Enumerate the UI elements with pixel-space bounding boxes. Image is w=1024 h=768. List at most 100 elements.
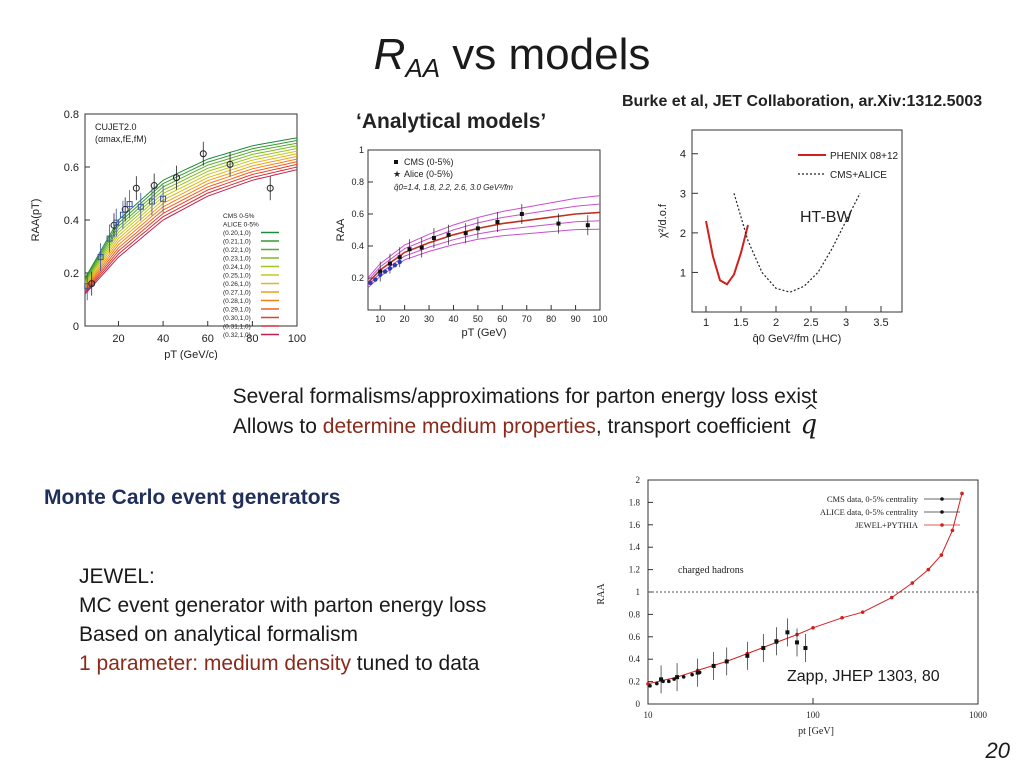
alice-point [681, 675, 686, 679]
legend-alice-marker: ★ [393, 169, 401, 179]
band-curve [367, 195, 601, 279]
x-tick-label: 20 [112, 333, 124, 345]
x-tick-label: 60 [202, 333, 214, 345]
cms-point [774, 639, 779, 644]
legend-label: CMS 0-5% [223, 213, 255, 220]
alice-point [106, 235, 113, 242]
cms-point [745, 653, 750, 658]
plot-frame [691, 129, 903, 313]
cms-point [419, 245, 424, 250]
cms-point [266, 184, 274, 192]
body-text: Several formalisms/approximations for pa… [0, 383, 1024, 441]
phenix-curve [705, 220, 749, 286]
y-tick-label: 0.8 [629, 609, 641, 619]
jewel-point [950, 528, 955, 533]
jewel-line-4-highlight: 1 parameter: medium density [79, 652, 351, 675]
x-tick-label: 10 [375, 314, 385, 324]
jewel-point [811, 626, 815, 630]
x-tick-label: 50 [473, 314, 483, 324]
x-tick-label: 100 [806, 710, 820, 720]
cms-alice-curve [733, 193, 861, 293]
legend-label: (0.31,1,0) [223, 324, 251, 331]
x-tick-label: 1 [703, 317, 709, 329]
legend-label: (0.23,1,0) [223, 256, 251, 263]
alice-point [387, 266, 393, 271]
body-line-1: Several formalisms/approximations for pa… [232, 385, 818, 408]
body-line-2-prefix: Allows to [232, 415, 323, 438]
legend-label: (0.27,1,0) [223, 290, 251, 297]
alice-point [84, 283, 91, 290]
slide-title: RAA vs models [0, 30, 1024, 84]
title-rest: vs models [440, 30, 651, 79]
alice-point [113, 219, 120, 226]
y-axis-label: RAA(pT) [30, 199, 42, 242]
legend-label: (0.29,1,0) [223, 307, 251, 314]
alice-point [137, 203, 144, 210]
cms-point [695, 670, 700, 675]
body-line-2: Allows to determine medium properties, t… [0, 411, 1024, 441]
y-tick-label: 0.4 [64, 215, 79, 227]
mc-generators-title: Monte Carlo event generators [44, 486, 341, 509]
alice-point [667, 679, 671, 684]
y-tick-label: 4 [680, 149, 686, 161]
chart-subtitle: (αmax,fE,fM) [95, 134, 147, 144]
qhat-symbol: q [800, 410, 817, 440]
alice-point [373, 277, 378, 282]
model-curve [84, 161, 298, 291]
qhat-band-chart: 0.2 0.4 0.6 0.8 1 10 20 30 40 50 60 70 80 90 100 pT (Ge… [335, 145, 608, 339]
cms-point [711, 663, 716, 668]
legend-label: CMS data, 0-5% centrality [827, 494, 919, 504]
cms-point [431, 236, 436, 240]
x-tick-label: 1000 [969, 710, 988, 720]
jewel-line-2: MC event generator with parton energy lo… [79, 594, 487, 617]
band-curve [367, 228, 601, 289]
jewel-point [910, 581, 915, 585]
model-curve [84, 163, 298, 292]
alice-point [368, 280, 373, 285]
y-tick-label: 0.6 [629, 632, 641, 642]
burke-reference: Burke et al, JET Collaboration, ar.Xiv:1… [622, 93, 983, 110]
page-number: 20 [985, 738, 1010, 763]
x-tick-label: 100 [592, 314, 607, 324]
x-tick-label: 30 [424, 314, 434, 324]
y-tick-label: 0.8 [64, 109, 79, 121]
cms-point [446, 232, 451, 237]
cujet-chart: 0 0.2 0.4 0.6 0.8 20 40 60 80 100 pT (GeV/c) RAA(pT… [30, 109, 306, 360]
alice-point [697, 670, 702, 675]
alice-point [672, 677, 676, 681]
model-curve [84, 137, 298, 279]
y-tick-label: 3 [680, 188, 686, 200]
alice-point [160, 195, 167, 202]
y-tick-label: 1 [636, 587, 641, 597]
legend-label: (0.20,1,0) [223, 230, 251, 237]
jewel-point [860, 610, 865, 614]
cms-point [585, 223, 590, 228]
y-tick-label: 2 [680, 228, 686, 240]
x-tick-label: 70 [522, 314, 532, 324]
alice-point [97, 254, 104, 261]
jewel-line-3: Based on analytical formalism [79, 623, 358, 646]
x-axis-label: pt [GeV] [798, 726, 834, 737]
x-tick-label: 10 [644, 710, 654, 720]
x-tick-label: 3 [843, 317, 849, 329]
cms-point [378, 269, 383, 274]
y-tick-label: 0.2 [64, 268, 79, 280]
alice-point [397, 259, 402, 265]
cms-point [132, 184, 140, 192]
cms-point [795, 640, 800, 645]
legend-label: JEWEL+PYTHIA [855, 520, 919, 530]
y-tick-label: 1.4 [629, 542, 641, 552]
alice-point [119, 211, 126, 218]
y-tick-label: 0.8 [351, 177, 364, 187]
body-line-2-suffix: , transport coefficient [595, 415, 791, 438]
cms-point [226, 160, 234, 168]
htbw-chi2-chart: 1 2 3 4 1 1.5 2 2.5 3 3.5 q̂0 GeV²/fm (LHC) χ²/d.o.… [657, 129, 903, 345]
x-tick-label: 20 [400, 314, 410, 324]
alice-point [378, 272, 383, 277]
cms-point [397, 255, 402, 260]
legend-label: (0.28,1,0) [223, 298, 251, 305]
htbw-label: HT-BW [800, 209, 852, 226]
model-curve [84, 166, 298, 294]
jewel-line-1: JEWEL: [79, 565, 155, 588]
legend-cms-alice: CMS+ALICE [830, 170, 887, 181]
